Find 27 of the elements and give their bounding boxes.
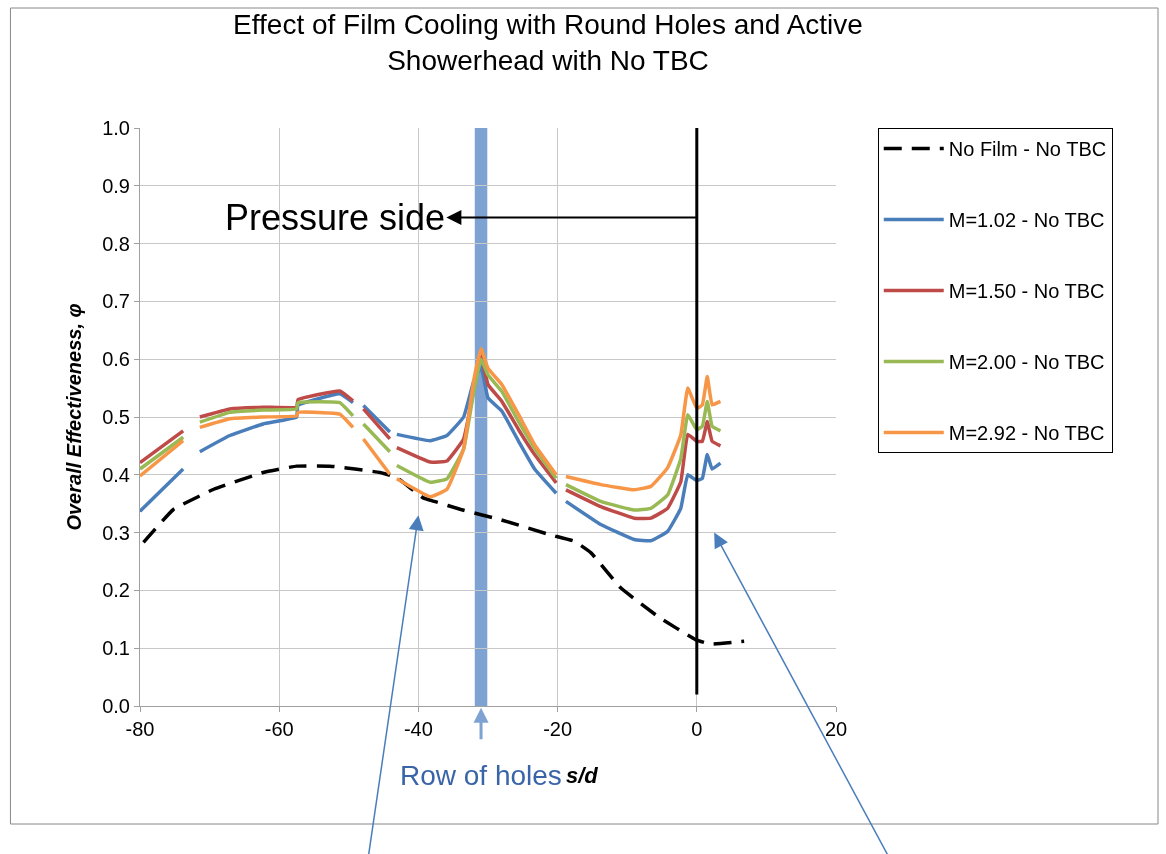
y-tick-label: 0.6 <box>102 348 130 371</box>
y-tick-label: 0.4 <box>102 463 130 486</box>
x-tick-label: -20 <box>543 718 573 740</box>
y-tick-label: 0.9 <box>102 174 130 197</box>
annotation: Pressure side <box>225 197 446 238</box>
y-axis-title: Overall Effectiveness, φ <box>62 303 85 531</box>
y-tick-label: 0.8 <box>102 232 130 255</box>
x-tick-label: -80 <box>125 718 155 740</box>
y-tick-label: 0.2 <box>102 579 130 602</box>
y-tick-label: 0.5 <box>102 406 130 428</box>
y-tick-label: 0.1 <box>102 637 130 660</box>
x-tick-label: 20 <box>824 718 848 740</box>
chart-title: Effect of Film Cooling with Round Holes and Active Showerhead with No TBC <box>233 8 863 76</box>
legend-label: No Film - No TBC <box>948 138 1107 161</box>
y-tick-label: 1.0 <box>102 117 130 139</box>
legend-label: M=1.02 - No TBC <box>948 209 1105 232</box>
x-tick-label: -60 <box>264 718 294 740</box>
legend-label: M=1.50 - No TBC <box>948 280 1105 303</box>
y-tick-label: 0.0 <box>102 695 130 717</box>
x-axis-title: s/d <box>566 763 599 788</box>
legend-label: M=2.92 - No TBC <box>948 422 1105 445</box>
legend-label: M=2.00 - No TBC <box>948 351 1105 374</box>
y-tick-label: 0.7 <box>102 290 130 313</box>
y-tick-label: 0.3 <box>102 521 130 544</box>
x-tick-label: -40 <box>403 718 433 740</box>
band-label: Row of holes <box>400 760 562 791</box>
x-tick-label: 0 <box>691 718 703 740</box>
